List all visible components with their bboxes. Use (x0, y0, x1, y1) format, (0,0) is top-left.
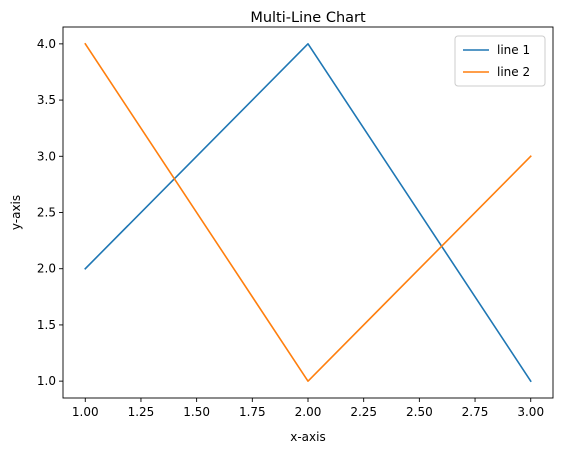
x-tick-label: 2.25 (350, 405, 377, 419)
legend-label-2: line 2 (497, 65, 530, 79)
x-tick-label: 1.00 (72, 405, 99, 419)
y-tick-label: 4.0 (37, 37, 56, 51)
x-tick-label: 1.75 (239, 405, 266, 419)
y-tick-label: 3.0 (37, 149, 56, 163)
y-tick-label: 3.5 (37, 93, 56, 107)
legend-label-1: line 1 (497, 43, 530, 57)
x-tick-label: 2.00 (295, 405, 322, 419)
x-axis-label: x-axis (290, 430, 325, 444)
y-tick-label: 1.0 (37, 374, 56, 388)
legend: line 1 line 2 (455, 36, 545, 86)
y-axis-label: y-axis (9, 195, 23, 230)
x-tick-label: 2.50 (406, 405, 433, 419)
chart-title: Multi-Line Chart (250, 10, 366, 26)
x-tick-label: 3.00 (517, 405, 544, 419)
y-tick-label: 1.5 (37, 318, 56, 332)
y-tick-label: 2.5 (37, 206, 56, 220)
x-tick-label: 1.25 (128, 405, 155, 419)
x-tick-label: 1.50 (183, 405, 210, 419)
x-tick-label: 2.75 (462, 405, 489, 419)
y-tick-label: 2.0 (37, 262, 56, 276)
